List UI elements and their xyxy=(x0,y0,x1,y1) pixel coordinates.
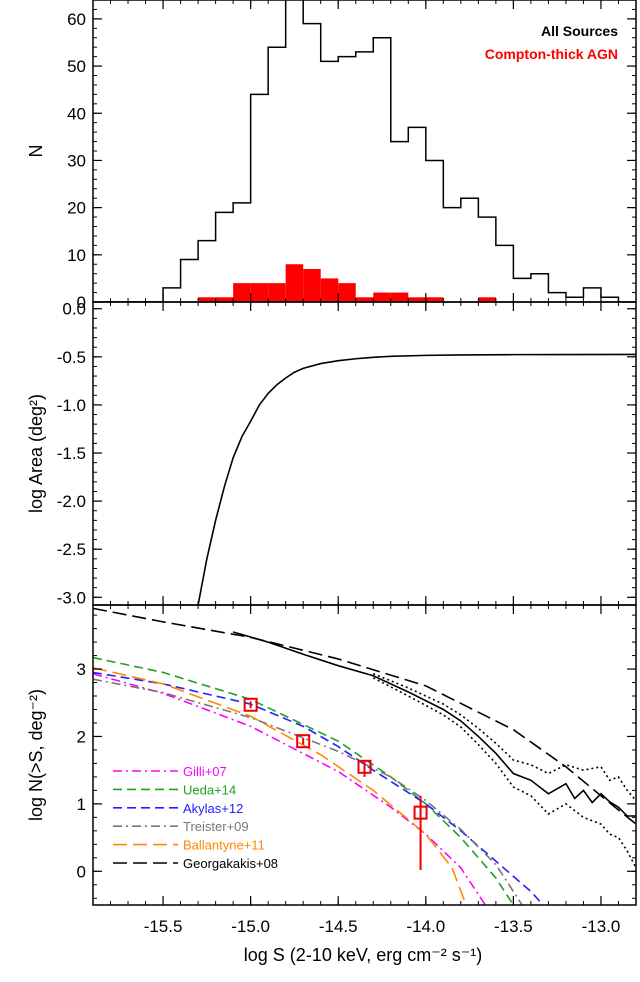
histogram-all-sources-step xyxy=(93,0,636,302)
y-tick-label: -1.5 xyxy=(57,444,86,463)
data-point xyxy=(243,697,258,712)
legend-label: All Sources xyxy=(541,23,618,39)
legend-label: Georgakakis+08 xyxy=(183,856,278,871)
series-line xyxy=(93,671,544,905)
x-tick-label: -15.0 xyxy=(231,917,270,936)
histogram-ct-bar xyxy=(408,297,426,302)
series-line xyxy=(93,666,467,905)
y-tick-label: 50 xyxy=(67,57,86,76)
y-tick-label: -2.5 xyxy=(57,540,86,559)
y-tick-label: 0 xyxy=(77,293,86,312)
y-tick-label: 30 xyxy=(67,151,86,170)
y-tick-label: -1.0 xyxy=(57,396,86,415)
x-tick-label: -14.0 xyxy=(406,917,445,936)
histogram-ct-bar xyxy=(303,268,321,302)
series-line xyxy=(93,656,515,905)
y-tick-label: 60 xyxy=(67,10,86,29)
series-line xyxy=(232,631,636,817)
histogram-ct-bar xyxy=(373,292,391,302)
legend-label: Ueda+14 xyxy=(183,782,236,797)
histogram-ct-bar xyxy=(390,292,409,302)
data-point xyxy=(296,734,311,749)
y-tick-label: 0 xyxy=(77,862,86,881)
data-point xyxy=(357,759,372,774)
histogram-ct-bar xyxy=(355,297,374,302)
panel-lognlogs: Gilli+07 Ueda+14 Akylas+12 Treister+09 Balla… xyxy=(26,604,637,936)
y-tick-label: 20 xyxy=(67,199,86,218)
series-line xyxy=(372,677,636,869)
x-axis-label: log S (2-10 keV, erg cm⁻² s⁻¹) xyxy=(244,945,482,965)
legend-label: Akylas+12 xyxy=(183,801,243,816)
histogram-ct-bar xyxy=(233,283,251,302)
series-line xyxy=(372,673,636,802)
series-line xyxy=(197,353,636,605)
y-tick-label: 3 xyxy=(77,660,86,679)
y-tick-label: 0.0 xyxy=(62,300,86,319)
histogram-ct-bar xyxy=(338,283,356,302)
histogram-ct-bar xyxy=(268,283,286,302)
x-tick-label: -14.5 xyxy=(319,917,358,936)
x-tick-label: -13.0 xyxy=(582,917,621,936)
legend-label: Treister+09 xyxy=(183,819,249,834)
panel-frame xyxy=(92,604,637,906)
x-tick-label: -15.5 xyxy=(144,917,183,936)
plot-area xyxy=(93,607,636,905)
histogram-ct-bar xyxy=(478,297,496,302)
histogram-ct-bar xyxy=(198,297,216,302)
data-point xyxy=(413,805,428,820)
plot-area xyxy=(93,0,636,302)
plot-area xyxy=(197,353,636,605)
y-tick-label: 10 xyxy=(67,246,86,265)
y-tick-label: 1 xyxy=(77,795,86,814)
y-axis-label: log N(>S, deg⁻²) xyxy=(26,689,46,821)
panel-area: 0.0 -0.5 -1.0 -1.5 -2.0 -2.5 -3.0 log Area (deg… xyxy=(26,300,637,607)
series-line xyxy=(93,607,636,825)
y-tick-label: 2 xyxy=(77,727,86,746)
y-axis-label: log Area (deg²) xyxy=(26,394,46,513)
y-axis-label: N xyxy=(26,145,46,158)
histogram-ct-bar xyxy=(215,297,234,302)
series-line xyxy=(93,672,487,905)
y-tick-label: -2.0 xyxy=(57,492,86,511)
y-tick-label: 40 xyxy=(67,104,86,123)
legend-label: Ballantyne+11 xyxy=(183,838,265,853)
y-tick-label: -3.0 xyxy=(57,588,86,607)
histogram-ct-bar xyxy=(285,264,304,302)
legend-label: Gilli+07 xyxy=(183,764,227,779)
histogram-ct-bar xyxy=(320,278,339,302)
panel-histogram: All Sources Compton-thick AGN 0 10 20 30 40 50 6… xyxy=(26,0,637,312)
series-line xyxy=(93,678,523,905)
y-tick-label: -0.5 xyxy=(57,348,86,367)
x-tick-label: -13.5 xyxy=(494,917,533,936)
legend-label: Compton-thick AGN xyxy=(485,46,618,62)
histogram-ct-bar xyxy=(250,283,269,302)
histogram-ct-bar xyxy=(425,297,444,302)
panel-frame xyxy=(92,301,637,606)
